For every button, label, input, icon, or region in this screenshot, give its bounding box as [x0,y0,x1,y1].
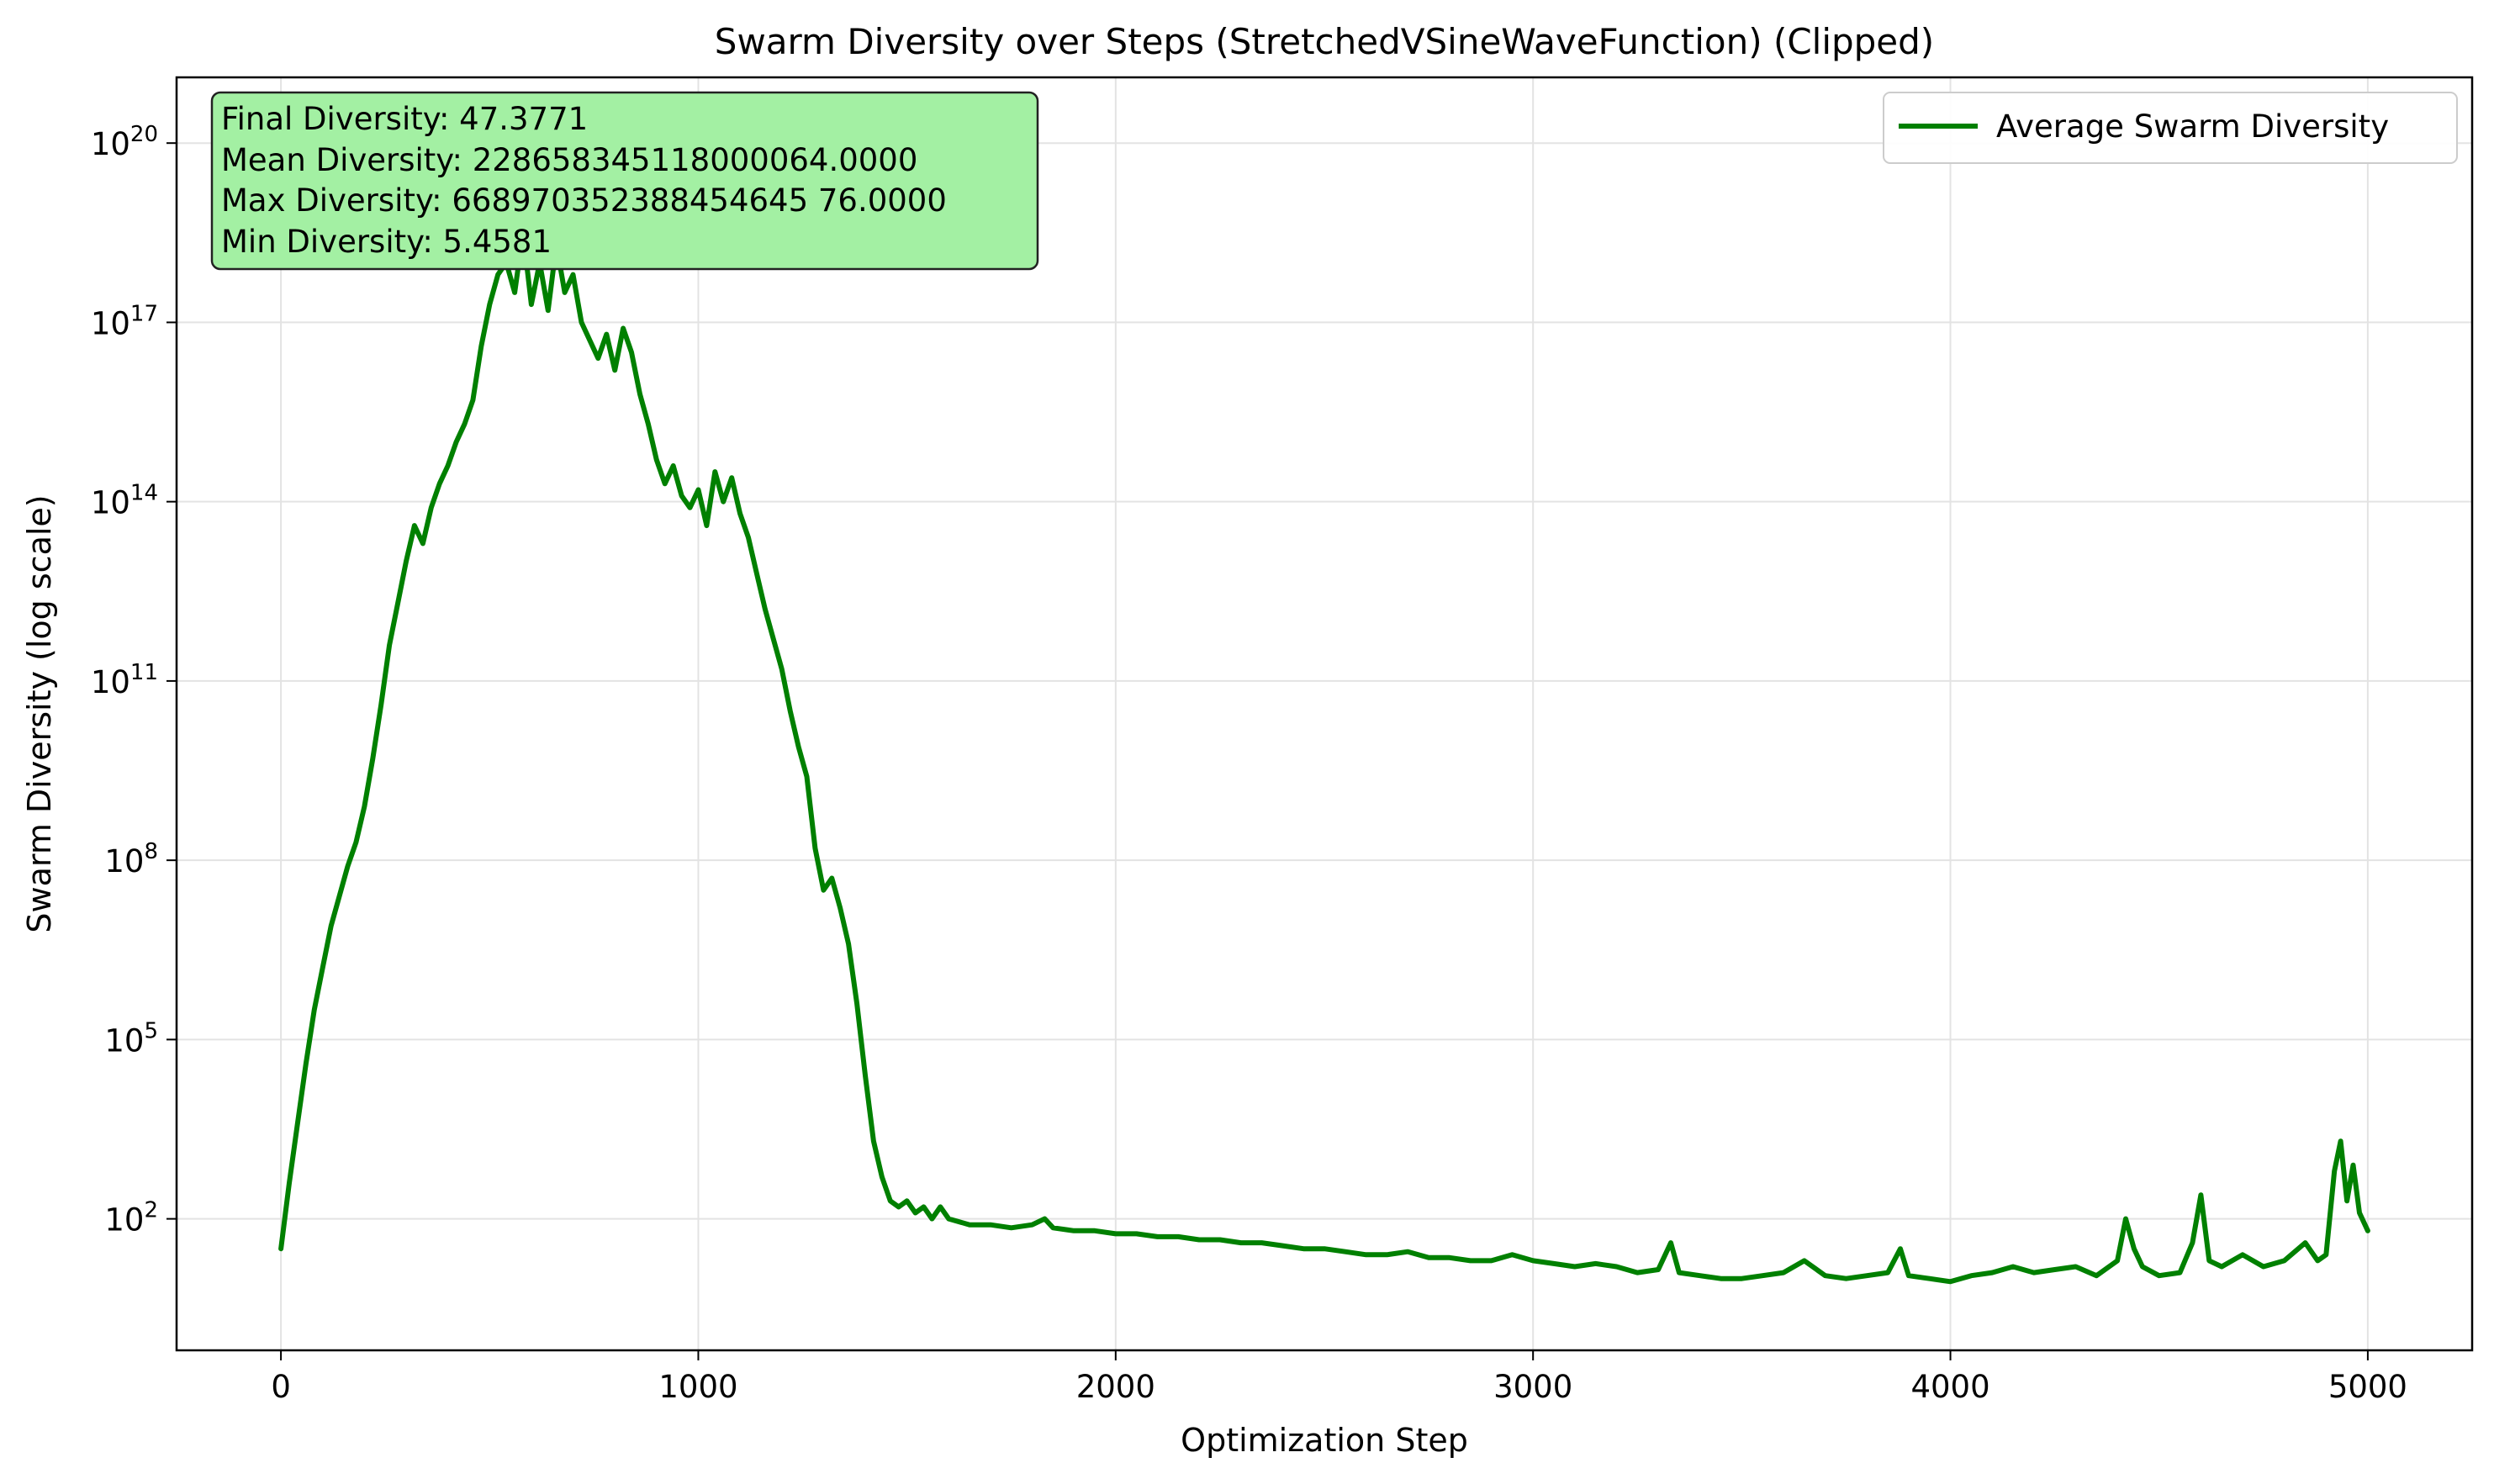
y-tick-base: 10 [91,664,130,700]
y-tick-base: 10 [91,305,130,341]
stats-annotation-box [210,91,1039,271]
stats-max-diversity: Max Diversity: 668970352388454645 76.000… [221,182,947,219]
stats-annotation: Final Diversity: 47.3771 Mean Diversity:… [210,91,1039,271]
y-tick-base: 10 [91,485,130,521]
y-tick-base: 10 [91,126,130,162]
y-tick-exponent: 17 [130,301,158,326]
legend-box [1883,92,2458,164]
x-tick-label: 0 [271,1369,291,1405]
y-tick-base: 10 [104,1202,144,1238]
stats-final-diversity: Final Diversity: 47.3771 [221,101,588,137]
stats-mean-diversity: Mean Diversity: 228658345118000064.0000 [221,142,917,178]
y-tick-base: 10 [104,843,144,879]
stats-min-diversity: Min Diversity: 5.4581 [221,224,552,260]
y-tick-label: 1017 [91,301,158,341]
y-tick-exponent: 5 [144,1018,158,1043]
legend: Average Swarm Diversity [1883,92,2458,164]
x-tick-label: 4000 [1910,1369,1989,1405]
y-tick-label: 102 [104,1198,158,1238]
y-tick-label: 105 [104,1018,158,1059]
y-tick-exponent: 11 [130,660,158,685]
plot-frame [175,76,2474,1352]
x-tick-label: 1000 [658,1369,737,1405]
y-tick-label: 1020 [91,122,158,162]
legend-label: Average Swarm Diversity [1996,108,2389,145]
y-tick-exponent: 14 [130,481,158,506]
x-tick-label: 3000 [1493,1369,1572,1405]
x-tick-label: 2000 [1076,1369,1155,1405]
y-tick-exponent: 20 [130,122,158,147]
x-tick-label: 5000 [2328,1369,2407,1405]
x-axis-label: Optimization Step [1181,1422,1468,1459]
grid-layer [177,77,2472,1350]
y-tick-exponent: 2 [144,1198,158,1223]
y-tick-base: 10 [104,1022,144,1059]
y-tick-label: 1011 [91,660,158,700]
y-tick-label: 1014 [91,481,158,521]
chart-title: Swarm Diversity over Steps (StretchedVSi… [715,21,1934,62]
tick-layer: 0 1000 2000 3000 4000 50001021051081011101410… [91,122,2407,1405]
y-tick-label: 108 [104,839,158,879]
y-axis-label: Swarm Diversity (log scale) [21,494,58,932]
y-tick-exponent: 8 [144,839,158,864]
